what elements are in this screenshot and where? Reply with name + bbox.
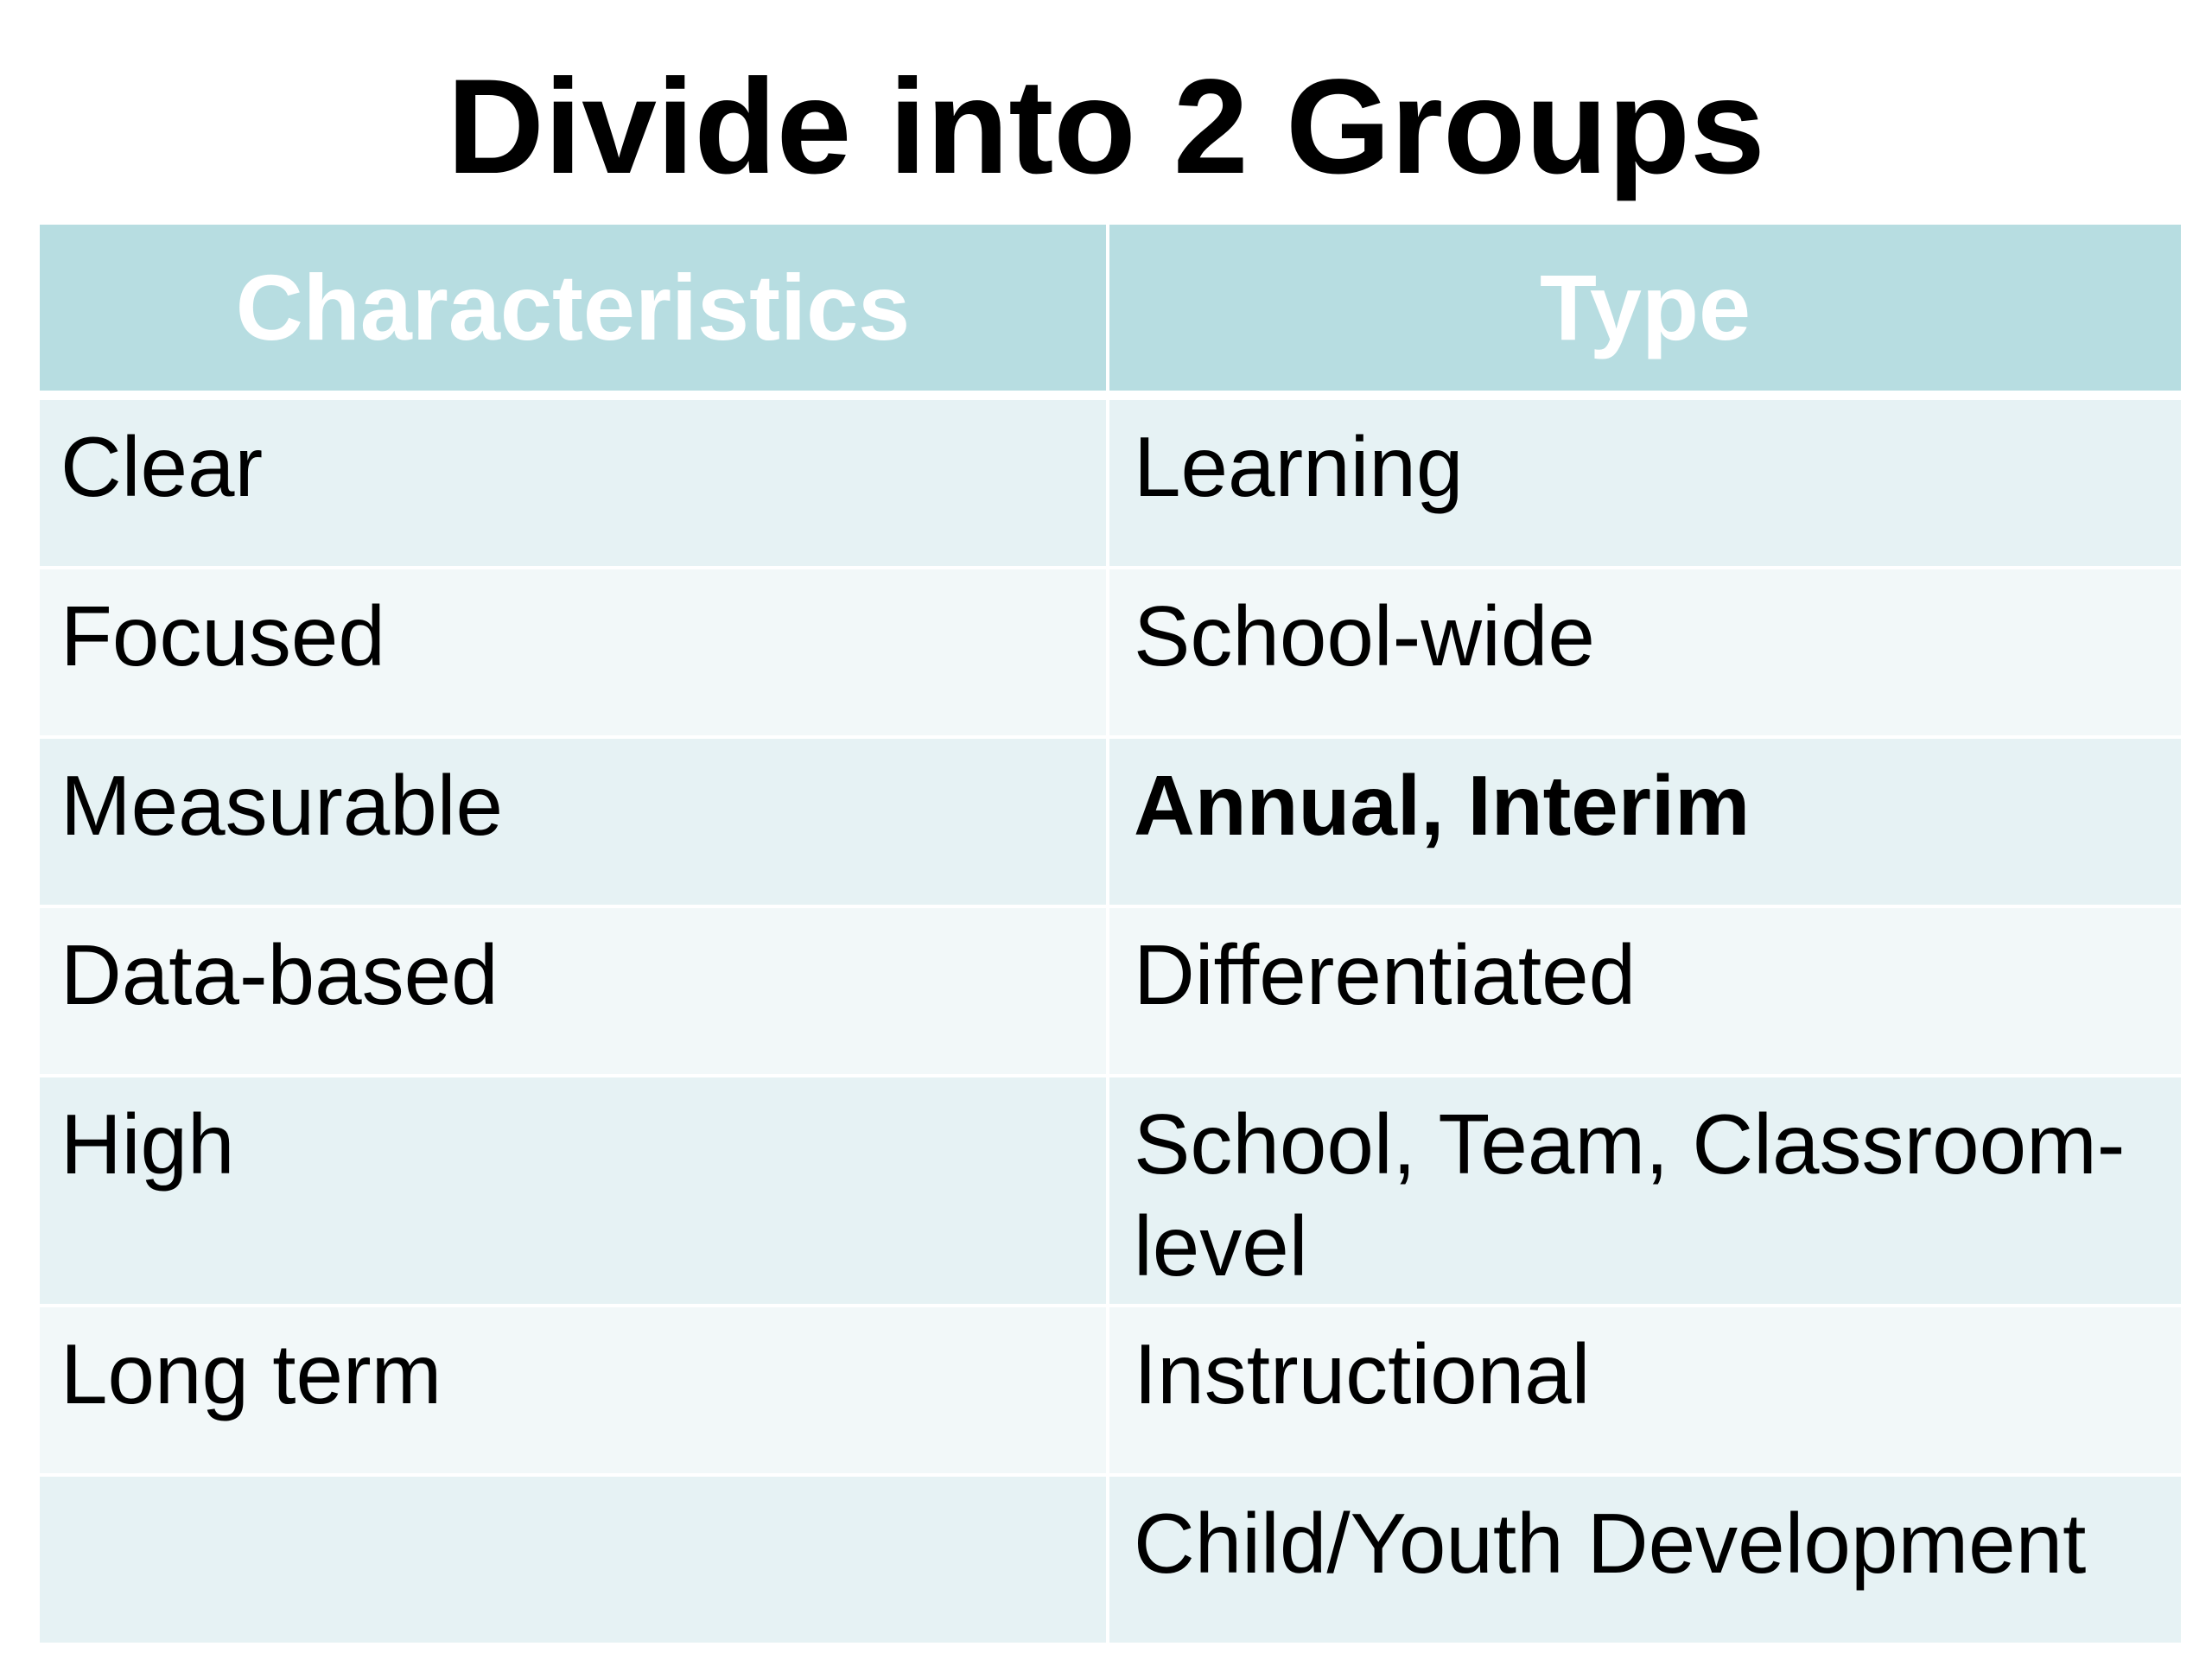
table-row: High School, Team, Classroom-level xyxy=(40,1077,2181,1307)
table-row: Focused School-wide xyxy=(40,569,2181,739)
characteristic-cell: Clear xyxy=(40,400,1109,569)
table-row: Data-based Differentiated xyxy=(40,908,2181,1077)
table-row: Measurable Annual, Interim xyxy=(40,739,2181,908)
characteristic-cell: Data-based xyxy=(40,908,1109,1077)
type-cell: School-wide xyxy=(1109,569,2181,739)
characteristic-cell: Measurable xyxy=(40,739,1109,908)
groups-table: Characteristics Type Clear Learning Focu… xyxy=(40,225,2181,1646)
table-row: Clear Learning xyxy=(40,400,2181,569)
characteristic-cell: Long term xyxy=(40,1307,1109,1477)
type-cell: Instructional xyxy=(1109,1307,2181,1477)
type-cell: Child/Youth Development xyxy=(1109,1477,2181,1646)
characteristic-cell: Focused xyxy=(40,569,1109,739)
type-cell: School, Team, Classroom-level xyxy=(1109,1077,2181,1307)
header-type: Type xyxy=(1109,225,2181,400)
table-header-row: Characteristics Type xyxy=(40,225,2181,400)
type-cell: Differentiated xyxy=(1109,908,2181,1077)
type-cell-bold: Annual, Interim xyxy=(1109,739,2181,908)
type-cell: Learning xyxy=(1109,400,2181,569)
characteristic-cell xyxy=(40,1477,1109,1646)
characteristic-cell: High xyxy=(40,1077,1109,1307)
header-characteristics: Characteristics xyxy=(40,225,1109,400)
table-row: Child/Youth Development xyxy=(40,1477,2181,1646)
table-row: Long term Instructional xyxy=(40,1307,2181,1477)
slide-title: Divide into 2 Groups xyxy=(447,52,1765,202)
